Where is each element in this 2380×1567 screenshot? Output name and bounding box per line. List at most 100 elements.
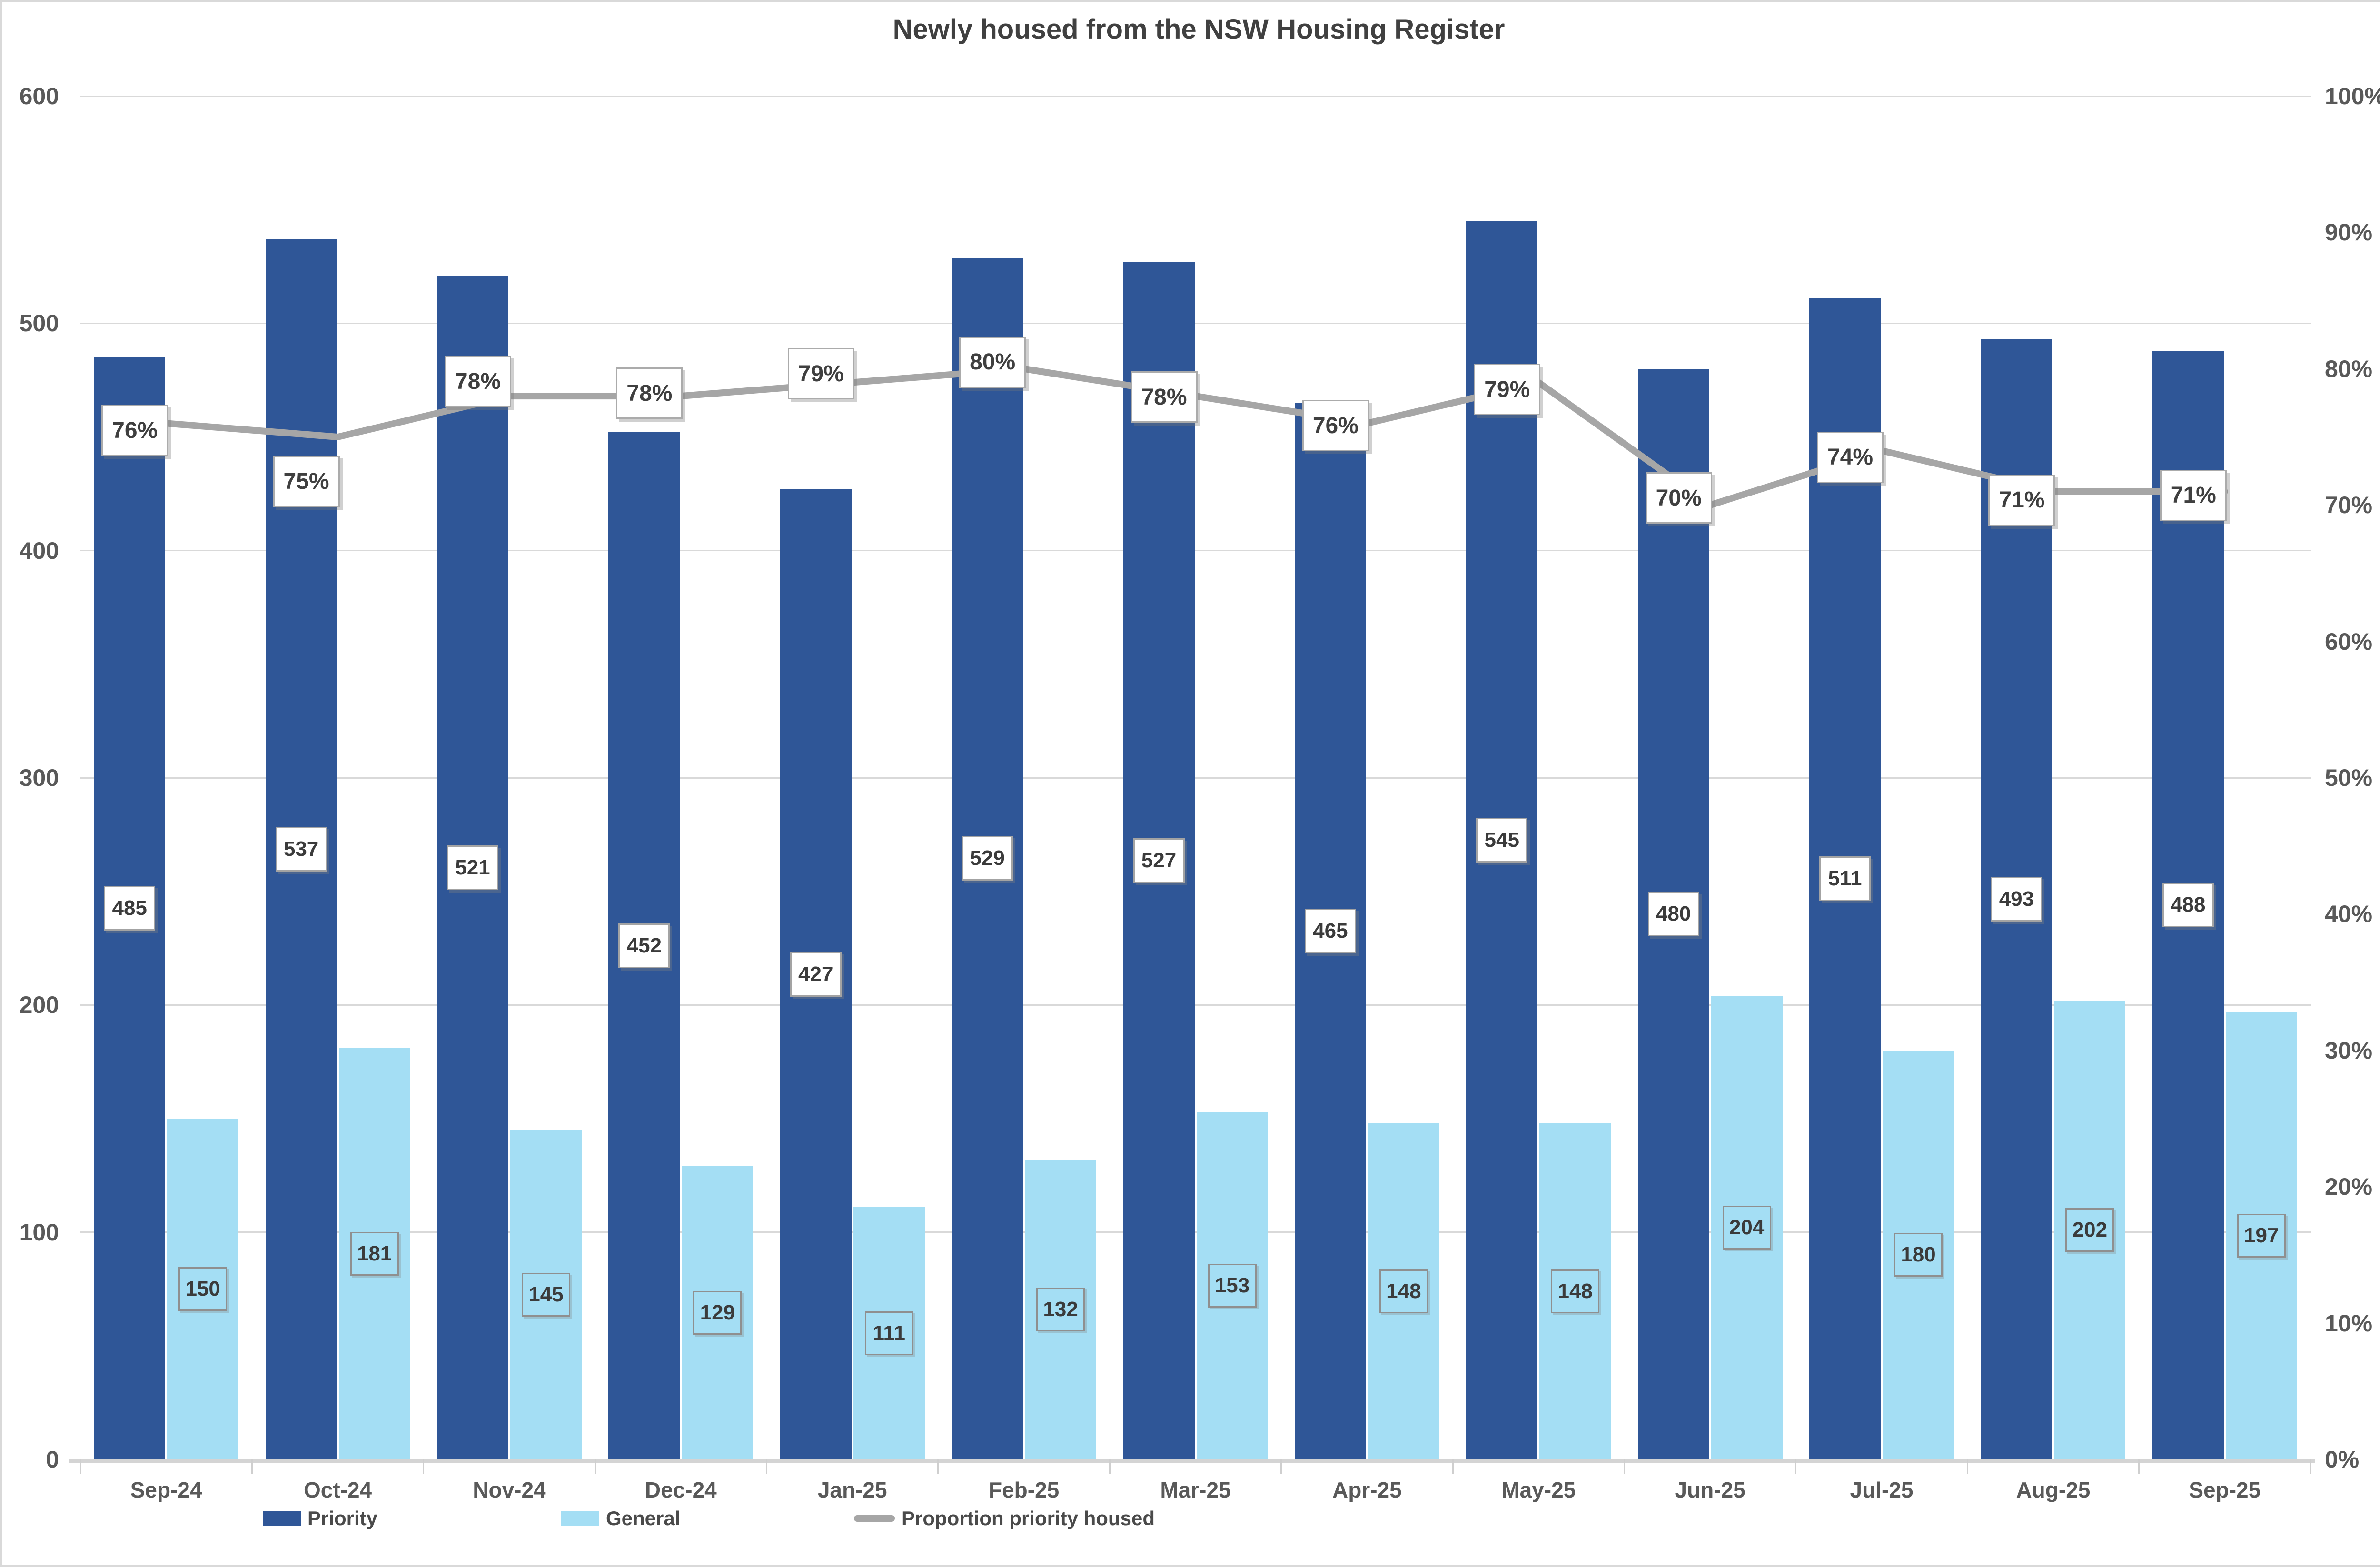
right-axis-label: 30%	[2325, 1037, 2373, 1064]
right-axis-label: 0%	[2325, 1446, 2360, 1473]
legend-label-priority: Priority	[307, 1507, 378, 1529]
axis-tick	[1452, 1459, 1454, 1474]
general-bar-label: 202	[2065, 1208, 2114, 1252]
proportion-label: 76%	[101, 405, 169, 456]
general-bar-label: 153	[1208, 1263, 1257, 1308]
gridline	[80, 1231, 2311, 1233]
x-axis-label: Dec-24	[645, 1478, 717, 1502]
right-axis-label: 10%	[2325, 1309, 2373, 1337]
axis-tick	[1623, 1459, 1625, 1474]
chart-title: Newly housed from the NSW Housing Regist…	[892, 14, 1505, 45]
general-bar-label: 111	[864, 1311, 913, 1356]
right-axis-label: 70%	[2325, 492, 2373, 519]
axis-tick	[423, 1459, 425, 1474]
legend-item-proportion: Proportion priority housed	[854, 1501, 1155, 1536]
y-axis-label: 100	[19, 1219, 59, 1246]
y-axis-label: 600	[19, 83, 59, 109]
proportion-label: 78%	[616, 367, 683, 419]
proportion-label: 71%	[1988, 474, 2055, 526]
legend: Priority General Proportion priority hou…	[2, 1501, 2380, 1539]
proportion-label: 71%	[2160, 469, 2227, 521]
right-axis-label: 60%	[2325, 628, 2373, 655]
priority-bar-label: 511	[1819, 856, 1871, 902]
axis-tick	[1966, 1459, 1968, 1474]
proportion-label: 78%	[1130, 371, 1198, 423]
axis-tick	[2310, 1459, 2311, 1474]
priority-bar-label: 452	[618, 923, 670, 969]
priority-bar-label: 493	[1991, 877, 2043, 922]
axis-tick	[251, 1459, 253, 1474]
priority-bar-label: 480	[1647, 892, 1699, 937]
x-axis-label: Feb-25	[988, 1478, 1060, 1502]
proportion-label: 78%	[444, 356, 511, 407]
general-bar-label: 145	[521, 1272, 570, 1317]
gridline	[80, 1004, 2311, 1006]
general-bar-label: 204	[1722, 1206, 1771, 1250]
y-axis-label: 0	[46, 1446, 59, 1473]
priority-bar-label: 465	[1304, 909, 1356, 954]
proportion-label: 80%	[959, 336, 1026, 388]
priority-bar-label: 485	[104, 886, 156, 931]
right-axis-label: 20%	[2325, 1173, 2373, 1200]
axis-tick	[937, 1459, 939, 1474]
proportion-label: 70%	[1645, 472, 1712, 524]
x-axis-label: Sep-24	[130, 1478, 202, 1502]
priority-bar-label: 488	[2162, 883, 2214, 928]
priority-bar-label: 545	[1476, 818, 1528, 863]
x-axis-label: Mar-25	[1160, 1478, 1231, 1502]
priority-bar-label: 527	[1133, 838, 1185, 883]
right-axis-label: 90%	[2325, 219, 2373, 246]
proportion-label: 74%	[1817, 431, 1884, 483]
y-axis-label: 500	[19, 310, 59, 337]
x-axis-label: Jul-25	[1850, 1478, 1914, 1502]
priority-bar-label: 521	[446, 845, 498, 890]
x-axis-label: Aug-25	[2016, 1478, 2091, 1502]
axis-tick	[1795, 1459, 1797, 1474]
axis-tick	[2138, 1459, 2140, 1474]
gridline	[80, 550, 2311, 552]
x-axis-label: May-25	[1501, 1478, 1576, 1502]
proportion-label: 76%	[1302, 400, 1369, 452]
proportion-label: 75%	[273, 456, 340, 507]
legend-label-proportion: Proportion priority housed	[902, 1507, 1155, 1529]
proportion-label: 79%	[787, 348, 854, 400]
gridline	[80, 322, 2311, 324]
x-axis-label: Nov-24	[473, 1478, 546, 1502]
gridline	[80, 777, 2311, 779]
right-axis-label: 40%	[2325, 901, 2373, 928]
proportion-label: 79%	[1474, 364, 1541, 416]
legend-label-general: General	[606, 1507, 681, 1529]
y-axis-label: 400	[19, 537, 59, 564]
general-swatch-icon	[561, 1511, 599, 1526]
axis-tick	[766, 1459, 768, 1474]
general-bar-label: 148	[1379, 1269, 1428, 1313]
priority-bar-label: 529	[962, 836, 1013, 881]
priority-bar-label: 427	[790, 952, 842, 997]
proportion-line-swatch-icon	[854, 1515, 895, 1522]
general-bar-label: 129	[693, 1291, 742, 1335]
general-bar-label: 181	[350, 1232, 399, 1276]
y-axis-label: 300	[19, 764, 59, 791]
general-bar-label: 180	[1894, 1233, 1943, 1277]
priority-swatch-icon	[263, 1511, 301, 1526]
gridline	[80, 95, 2311, 97]
general-bar-label: 150	[178, 1267, 228, 1311]
right-axis-label: 80%	[2325, 355, 2373, 382]
right-axis-label: 100%	[2325, 83, 2380, 109]
x-axis-label: Apr-25	[1332, 1478, 1402, 1502]
general-bar-label: 197	[2237, 1213, 2286, 1258]
priority-bar-label: 537	[275, 827, 327, 872]
x-axis-line	[69, 1459, 2315, 1463]
x-axis-label: Oct-24	[303, 1478, 372, 1502]
y-axis-label: 200	[19, 992, 59, 1019]
legend-item-priority: Priority	[263, 1501, 377, 1536]
general-bar-label: 148	[1551, 1269, 1600, 1313]
axis-tick	[79, 1459, 81, 1474]
axis-tick	[1280, 1459, 1282, 1474]
x-axis-label: Jan-25	[817, 1478, 887, 1502]
general-bar-label: 132	[1036, 1287, 1085, 1331]
x-axis-label: Jun-25	[1675, 1478, 1745, 1502]
right-axis-label: 50%	[2325, 764, 2373, 791]
legend-item-general: General	[561, 1501, 680, 1536]
